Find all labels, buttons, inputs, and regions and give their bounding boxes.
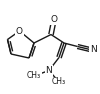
- Text: CH₃: CH₃: [27, 72, 41, 80]
- Text: O: O: [50, 15, 57, 24]
- Text: CH₃: CH₃: [52, 77, 66, 86]
- Text: N: N: [90, 45, 97, 54]
- Text: N: N: [46, 66, 52, 75]
- Text: O: O: [16, 27, 23, 36]
